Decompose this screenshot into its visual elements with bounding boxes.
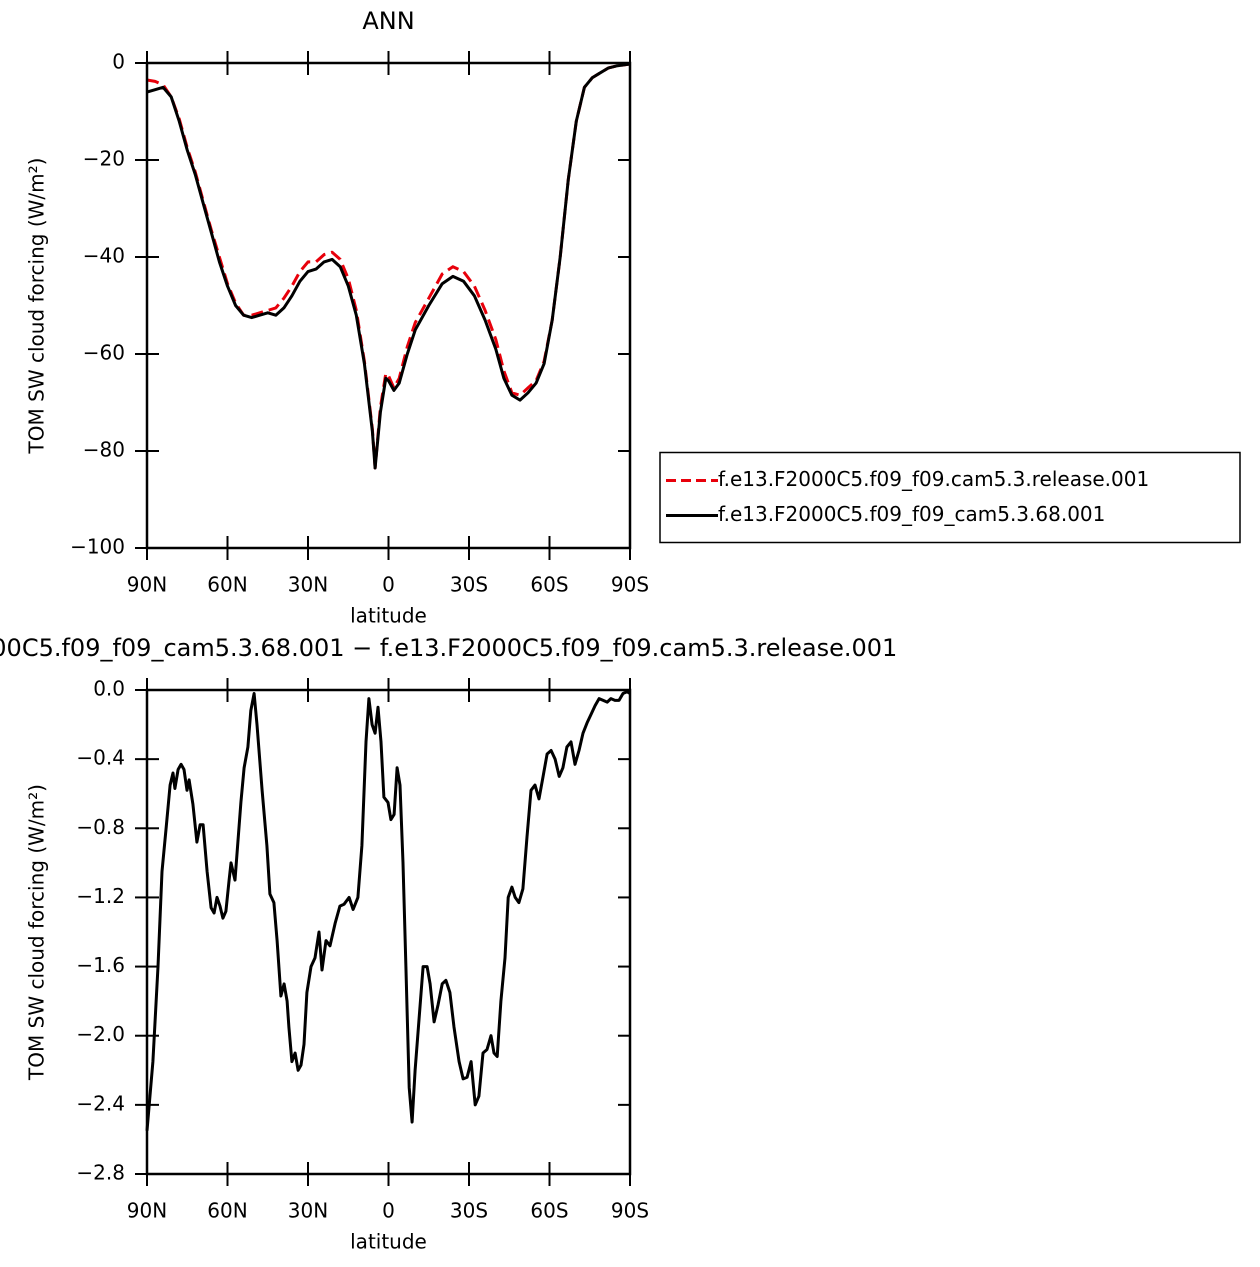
- legend-box: [659, 451, 1241, 544]
- y-tick-label: −2.4: [76, 1091, 125, 1115]
- x-tick-label: 90S: [611, 1199, 649, 1223]
- y-tick-label: 0.0: [93, 677, 125, 701]
- y-tick-label: −80: [83, 438, 125, 462]
- x-tick-label: 60S: [530, 1199, 568, 1223]
- chart-title: ANN: [362, 7, 414, 35]
- x-tick-label: 60N: [207, 573, 247, 597]
- chart-title: f.e13.F2000C5.f09_f09_cam5.3.68.001 − f.…: [0, 634, 897, 662]
- x-tick-label: 90N: [127, 573, 167, 597]
- x-tick-label: 30N: [288, 573, 328, 597]
- x-tick-label: 90S: [611, 573, 649, 597]
- y-tick-label: −20: [83, 147, 125, 171]
- legend-label: f.e13.F2000C5.f09_f09.cam5.3.release.001: [718, 467, 1149, 491]
- x-axis-label: latitude: [350, 1230, 427, 1254]
- data-line: [146, 62, 631, 470]
- y-tick-label: −2.0: [76, 1022, 125, 1046]
- y-tick-label: −1.6: [76, 953, 125, 977]
- x-tick-label: 30S: [450, 573, 488, 597]
- x-tick-label: 0: [382, 573, 395, 597]
- x-tick-label: 90N: [127, 1199, 167, 1223]
- y-tick-label: −60: [83, 341, 125, 365]
- y-tick-label: −1.2: [76, 884, 125, 908]
- y-axis-label: TOM SW cloud forcing (W/m²): [25, 158, 49, 455]
- x-axis-label: latitude: [350, 604, 427, 628]
- x-tick-label: 30S: [450, 1199, 488, 1223]
- data-line: [145, 690, 631, 1131]
- y-tick-label: −0.8: [76, 815, 125, 839]
- legend-label: f.e13.F2000C5.f09_f09_cam5.3.68.001: [718, 502, 1105, 526]
- y-tick-label: 0: [112, 50, 125, 74]
- y-tick-label: −100: [70, 535, 125, 559]
- plot-frame: [145, 61, 632, 550]
- plot-frame: [145, 688, 632, 1176]
- y-tick-label: −2.8: [76, 1161, 125, 1185]
- x-tick-label: 60S: [530, 573, 568, 597]
- y-axis-label: TOM SW cloud forcing (W/m²): [25, 784, 49, 1081]
- y-tick-label: −0.4: [76, 746, 125, 770]
- x-tick-label: 30N: [288, 1199, 328, 1223]
- x-tick-label: 60N: [207, 1199, 247, 1223]
- y-tick-label: −40: [83, 244, 125, 268]
- x-tick-label: 0: [382, 1199, 395, 1223]
